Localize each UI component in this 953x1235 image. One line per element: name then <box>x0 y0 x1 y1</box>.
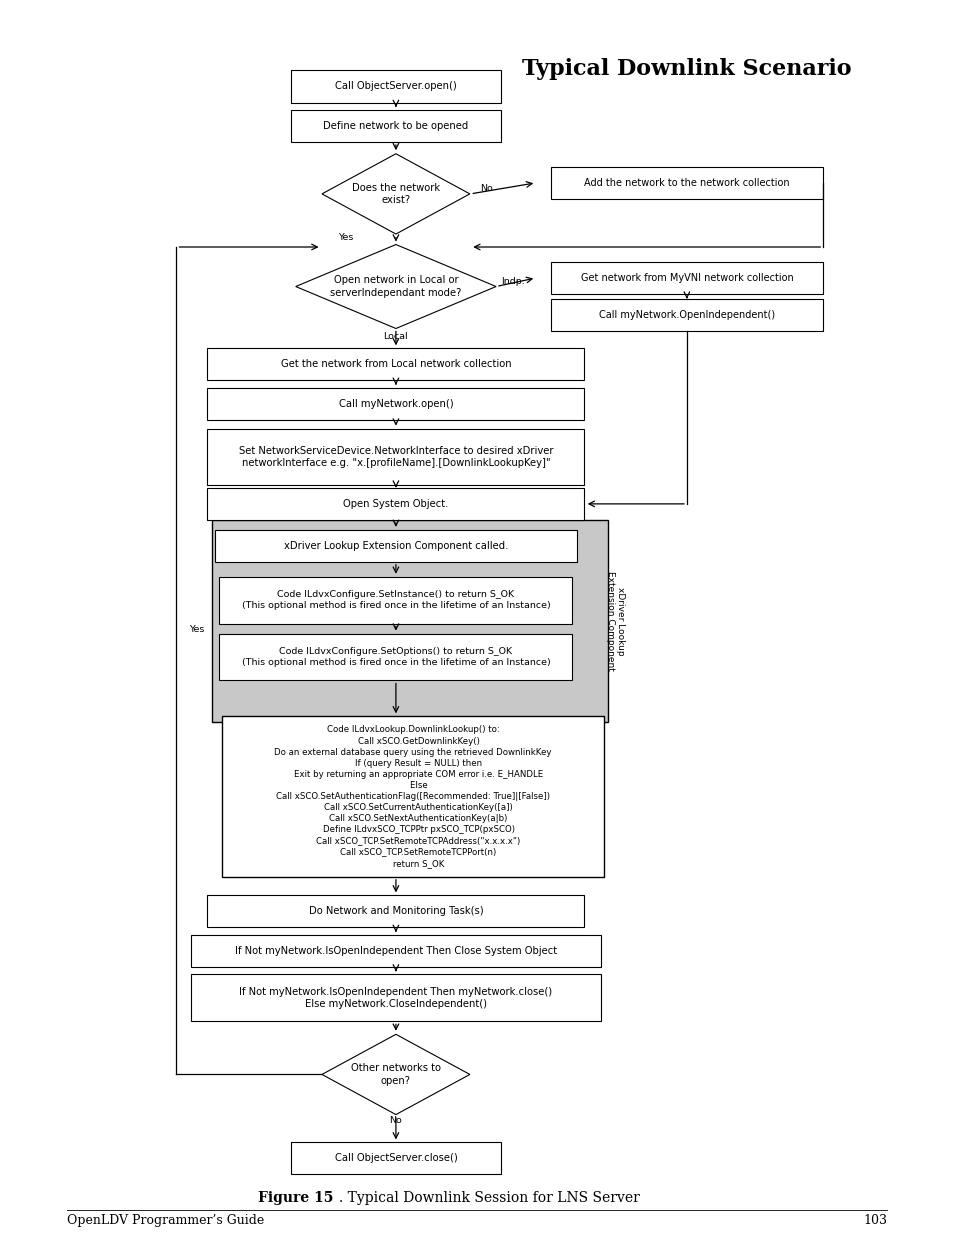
Text: Code ILdvxConfigure.SetInstance() to return S_OK
(This optional method is fired : Code ILdvxConfigure.SetInstance() to ret… <box>241 590 550 610</box>
Bar <box>207 388 583 420</box>
Text: Yes: Yes <box>337 232 353 242</box>
Polygon shape <box>321 1035 469 1114</box>
Text: If Not myNetwork.IsOpenIndependent Then myNetwork.close()
Else myNetwork.CloseIn: If Not myNetwork.IsOpenIndependent Then … <box>239 987 552 1009</box>
Text: Other networks to
open?: Other networks to open? <box>351 1063 440 1086</box>
Bar <box>191 935 600 967</box>
Text: Code ILdvxLookup.DownlinkLookup() to:
    Call xSCO.GetDownlinkKey()
Do an exter: Code ILdvxLookup.DownlinkLookup() to: Ca… <box>274 725 551 868</box>
Bar <box>291 1142 500 1174</box>
Bar <box>207 895 583 927</box>
Bar <box>291 110 500 142</box>
Text: xDriver Lookup Extension Component called.: xDriver Lookup Extension Component calle… <box>283 541 508 551</box>
Bar <box>219 634 572 680</box>
Text: Do Network and Monitoring Task(s): Do Network and Monitoring Task(s) <box>308 906 483 916</box>
Text: No: No <box>389 1116 402 1125</box>
Bar <box>207 429 583 485</box>
Text: . Typical Downlink Session for LNS Server: . Typical Downlink Session for LNS Serve… <box>338 1191 639 1205</box>
Text: Indp.: Indp. <box>500 277 524 287</box>
Text: Call ObjectServer.close(): Call ObjectServer.close() <box>335 1153 456 1163</box>
Text: Define network to be opened: Define network to be opened <box>323 121 468 131</box>
Text: Set NetworkServiceDevice.NetworkInterface to desired xDriver
networkInterface e.: Set NetworkServiceDevice.NetworkInterfac… <box>238 446 553 468</box>
Text: Get network from MyVNI network collection: Get network from MyVNI network collectio… <box>579 273 793 283</box>
Polygon shape <box>321 154 469 235</box>
Polygon shape <box>295 245 496 329</box>
Text: Open System Object.: Open System Object. <box>343 499 448 509</box>
Bar <box>222 716 603 877</box>
Text: Code ILdvxConfigure.SetOptions() to return S_OK
(This optional method is fired o: Code ILdvxConfigure.SetOptions() to retu… <box>241 647 550 667</box>
Bar <box>207 488 583 520</box>
Text: Typical Downlink Scenario: Typical Downlink Scenario <box>521 58 851 80</box>
Bar <box>214 530 577 562</box>
Text: 103: 103 <box>862 1214 886 1226</box>
Bar <box>207 348 583 380</box>
Bar <box>551 299 821 331</box>
Text: Call ObjectServer.open(): Call ObjectServer.open() <box>335 82 456 91</box>
Bar <box>191 974 600 1021</box>
Text: xDriver Lookup
Extension Component: xDriver Lookup Extension Component <box>605 572 624 671</box>
Text: Does the network
exist?: Does the network exist? <box>352 183 439 205</box>
Text: Call myNetwork.OpenIndependent(): Call myNetwork.OpenIndependent() <box>598 310 774 320</box>
Text: No: No <box>479 184 492 194</box>
Text: Local: Local <box>383 332 408 341</box>
Bar <box>212 520 607 722</box>
Text: If Not myNetwork.IsOpenIndependent Then Close System Object: If Not myNetwork.IsOpenIndependent Then … <box>234 946 557 956</box>
Bar <box>219 577 572 624</box>
Text: Figure 15: Figure 15 <box>257 1191 333 1205</box>
Text: Open network in Local or
serverIndependant mode?: Open network in Local or serverIndependa… <box>330 275 461 298</box>
Bar <box>551 262 821 294</box>
Bar <box>291 70 500 103</box>
Text: Yes: Yes <box>189 625 204 635</box>
Text: Call myNetwork.open(): Call myNetwork.open() <box>338 399 453 409</box>
Text: OpenLDV Programmer’s Guide: OpenLDV Programmer’s Guide <box>67 1214 264 1226</box>
Bar <box>551 167 821 199</box>
Text: Add the network to the network collection: Add the network to the network collectio… <box>583 178 789 188</box>
Text: Get the network from Local network collection: Get the network from Local network colle… <box>280 359 511 369</box>
